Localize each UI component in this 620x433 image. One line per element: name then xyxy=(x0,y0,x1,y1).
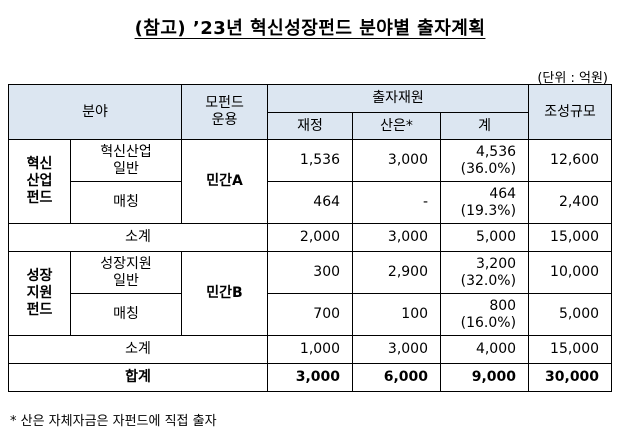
composition-cell: 2,400 xyxy=(528,181,613,224)
finance-cell: 1,536 xyxy=(267,139,354,182)
header-industry: 산은* xyxy=(352,112,442,140)
composition-cell: 5,000 xyxy=(528,293,613,336)
footnote: * 산은 자체자금은 자펀드에 직접 출자 xyxy=(10,414,217,429)
mofund-cell: 민간A xyxy=(181,139,269,224)
subfield-label: 매칭 xyxy=(69,181,183,224)
industry-cell: 3,000 xyxy=(352,335,442,364)
composition-cell: 10,000 xyxy=(528,251,613,294)
table-row: 매칭 464 - 464 (19.3%) 2,400 xyxy=(9,181,613,224)
unit-label: (단위 : 억원) xyxy=(537,71,608,86)
total-cell: 9,000 xyxy=(440,363,530,392)
header-row-1: 분야 모펀드 운용 출자재원 조성규모 xyxy=(7,84,613,140)
table-row: 성장 지원 펀드 성장지원 일반 민간B 300 2,900 3,200 (32.0%)… xyxy=(8,251,613,336)
subtotal-label: 소계 xyxy=(7,335,269,364)
total-cell: 5,000 xyxy=(440,223,530,252)
composition-cell: 15,000 xyxy=(528,223,613,252)
industry-cell: 3,000 xyxy=(352,139,442,182)
finance-cell: 3,000 xyxy=(267,363,354,392)
composition-cell: 15,000 xyxy=(528,335,613,364)
finance-cell: 464 xyxy=(267,181,354,224)
table-row: 매칭 700 100 800 (16.0%) 5,000 xyxy=(9,293,613,336)
industry-cell: 2,900 xyxy=(352,251,442,294)
header-mofund: 모펀드 운용 xyxy=(181,84,269,140)
group-label: 혁신 산업 펀드 xyxy=(8,139,71,224)
composition-cell: 12,600 xyxy=(528,139,613,182)
mofund-cell: 민간B xyxy=(181,251,269,336)
header-total: 계 xyxy=(440,112,530,140)
subtotal-row: 소계 2,000 3,000 5,000 15,000 xyxy=(7,223,613,252)
total-cell: 800 (16.0%) xyxy=(440,293,530,336)
header-field: 분야 xyxy=(7,84,183,140)
composition-cell: 30,000 xyxy=(528,363,613,392)
total-cell: 4,536 (36.0%) xyxy=(440,139,530,182)
finance-cell: 1,000 xyxy=(267,335,354,364)
subfield-label: 혁신산업 일반 xyxy=(69,139,183,182)
group-label: 성장 지원 펀드 xyxy=(8,251,71,336)
grand-total-row: 합계 3,000 6,000 9,000 30,000 xyxy=(7,363,613,392)
finance-cell: 300 xyxy=(267,251,354,294)
subtotal-row: 소계 1,000 3,000 4,000 15,000 xyxy=(7,335,613,364)
header-funding: 출자재원 xyxy=(267,84,530,113)
finance-cell: 700 xyxy=(267,293,354,336)
investment-plan-table: 분야 모펀드 운용 출자재원 조성규모 재정 산은* 계 혁신 산업 펀드 혁신산업 일… xyxy=(7,84,613,392)
total-cell: 4,000 xyxy=(440,335,530,364)
finance-cell: 2,000 xyxy=(267,223,354,252)
total-cell: 3,200 (32.0%) xyxy=(440,251,530,294)
table-row: 혁신 산업 펀드 혁신산업 일반 민간A 1,536 3,000 4,536 (36.0… xyxy=(8,139,613,224)
header-composition: 조성규모 xyxy=(528,84,613,140)
header-row-2: 재정 산은* 계 xyxy=(9,112,612,140)
industry-cell: 3,000 xyxy=(352,223,442,252)
total-cell: 464 (19.3%) xyxy=(440,181,530,224)
grand-total-label: 합계 xyxy=(7,363,269,392)
industry-cell: 6,000 xyxy=(352,363,442,392)
subfield-label: 성장지원 일반 xyxy=(69,251,183,294)
page-title: (참고) ’23년 혁신성장펀드 분야별 출자계획 xyxy=(134,18,486,39)
subfield-label: 매칭 xyxy=(69,293,183,336)
header-finance: 재정 xyxy=(267,112,354,140)
industry-cell: 100 xyxy=(352,293,442,336)
subtotal-label: 소계 xyxy=(7,223,269,252)
industry-cell: - xyxy=(352,181,442,224)
